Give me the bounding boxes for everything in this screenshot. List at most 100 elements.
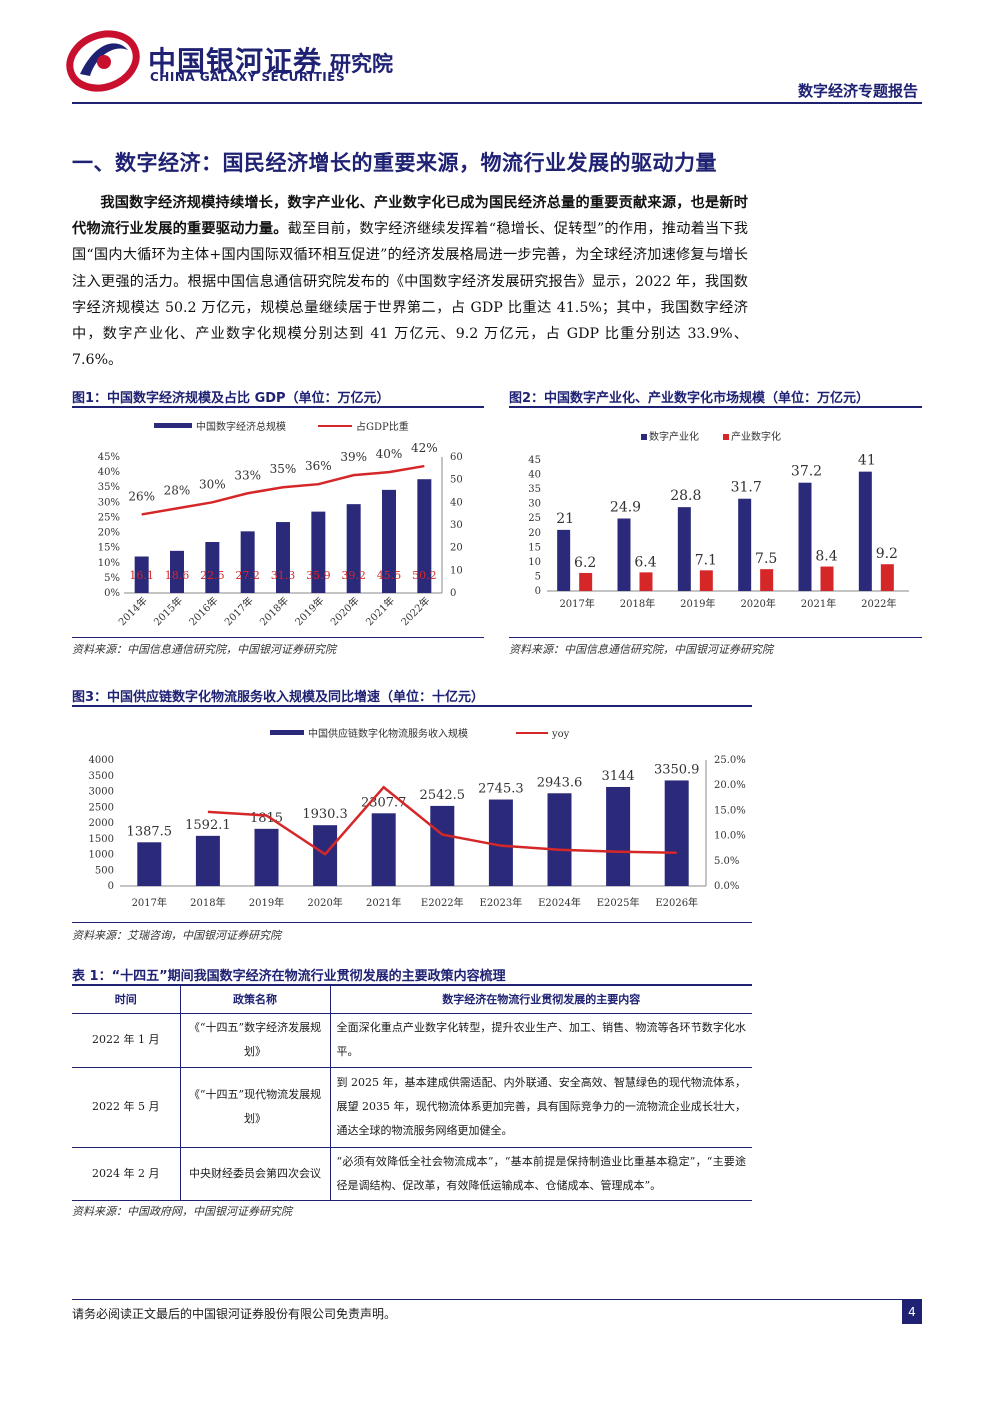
legend-label-bar: 中国数字经济总规模: [196, 420, 286, 433]
y-left-tick: 30%: [98, 497, 120, 508]
gdp-share-line: [141, 464, 425, 516]
fig1-chart: 中国数字经济总规模 占GDP比重 0% 5% 10% 15% 20% 25% 30% 35% 40%…: [98, 420, 463, 628]
brand-name-en: CHINA GALAXY SECURITIES: [150, 70, 346, 84]
y-left-tick: 15%: [98, 543, 120, 554]
x-tick: 2019年: [680, 597, 715, 610]
galaxy-logo-icon: [66, 30, 140, 92]
footer-disclaimer: 请务必阅读正文最后的中国银河证券股份有限公司免责声明。: [72, 1307, 397, 1321]
bar-series2-label: 6.4: [634, 554, 656, 570]
bar-value-label: 35.9: [306, 569, 331, 582]
bar-series2: [699, 570, 713, 591]
line-value-label: 28%: [164, 483, 191, 497]
table-cell-policy: 中央财经委员会第四次会议: [179, 1147, 330, 1201]
legend-label-series2: 产业数字化: [731, 430, 781, 443]
y-tick: 40: [528, 470, 541, 481]
y-left-tick: 20%: [98, 528, 120, 539]
bar: [430, 805, 455, 886]
fig2-source: 资料来源：中国信息通信研究院，中国银河证券研究院: [509, 643, 773, 656]
bar: [311, 511, 326, 593]
header-divider: [72, 102, 922, 104]
table-cell-policy: 《“十四五”现代物流发展规划》: [179, 1067, 330, 1148]
bar-series2: [880, 564, 894, 591]
bar-series1-label: 28.8: [670, 488, 701, 504]
table-row: 2022 年 1 月 《“十四五”数字经济发展规划》 全面深化重点产业数字化转型…: [72, 1013, 752, 1068]
bar: [195, 835, 220, 886]
y-right-tick: 60: [450, 452, 463, 463]
y-right-tick: 40: [450, 497, 463, 508]
table-header-row: 时间 政策名称 数字经济在物流行业贯彻发展的主要内容: [72, 985, 752, 1014]
y-tick: 25: [528, 513, 541, 524]
fig1-bottom-rule: [72, 637, 484, 638]
policy-table: 时间 政策名称 数字经济在物流行业贯彻发展的主要内容 2022 年 1 月 《“…: [72, 985, 752, 1201]
legend-label-bar: 中国供应链数字化物流服务收入规模: [308, 727, 468, 740]
bar-series2: [639, 572, 653, 591]
bar-value-label: 2745.3: [478, 782, 524, 797]
bar: [547, 793, 572, 886]
x-tick: 2022年: [398, 594, 432, 628]
y-left-tick: 3000: [89, 787, 114, 798]
x-tick: 2018年: [257, 594, 291, 628]
fig3-source: 资料来源：艾瑞咨询，中国银河证券研究院: [72, 929, 281, 942]
bar: [276, 522, 290, 593]
x-tick: 2022年: [861, 597, 896, 610]
x-tick: 2021年: [801, 597, 836, 610]
bar-series1: [557, 529, 571, 591]
table-header-time: 时间: [72, 985, 180, 1014]
section-title: 一、数字经济：国民经济增长的重要来源，物流行业发展的驱动力量: [72, 151, 717, 175]
table-cell-time: 2024 年 2 月: [72, 1147, 180, 1201]
x-tick: 2020年: [740, 597, 775, 610]
fig1-caption: 图1：中国数字经济规模及占比 GDP（单位：万亿元）: [72, 391, 390, 406]
bar-series1-label: 21: [556, 511, 574, 527]
bar-series1-label: 31.7: [731, 480, 762, 496]
y-left-tick: 500: [95, 865, 114, 876]
footer-divider: [72, 1299, 922, 1300]
y-left-tick: 1500: [89, 834, 114, 845]
bar: [371, 813, 396, 886]
body-paragraph: 我国数字经济规模持续增长，数字产业化、产业数字化已成为国民经济总量的重要贡献来源…: [72, 190, 748, 373]
table-header-content: 数字经济在物流行业贯彻发展的主要内容: [329, 985, 752, 1014]
line-value-label: 30%: [199, 477, 226, 491]
y-right-tick: 10.0%: [714, 831, 746, 842]
fig3-bottom-rule: [72, 922, 752, 923]
y-right-tick: 15.0%: [714, 805, 746, 816]
bar-series2-label: 9.2: [876, 546, 898, 562]
x-tick: E2024年: [538, 896, 581, 909]
bar-value-label: 22.5: [200, 569, 225, 582]
x-tick: E2023年: [480, 896, 523, 909]
legend-swatch-bar: [270, 730, 304, 735]
bar: [240, 531, 255, 593]
report-type: 数字经济专题报告: [797, 82, 918, 100]
y-left-tick: 2000: [89, 818, 114, 829]
y-left-tick: 0: [108, 881, 114, 892]
legend-swatch-bar: [154, 423, 192, 428]
bar: [488, 799, 513, 886]
y-right-tick: 50: [450, 475, 463, 486]
bar-series1-label: 41: [858, 453, 876, 469]
bar-series1: [798, 482, 812, 591]
y-right-tick: 25.0%: [714, 755, 746, 766]
bar-series2-label: 6.2: [574, 555, 596, 571]
y-right-tick: 5.0%: [714, 856, 739, 867]
y-right-tick: 20: [450, 543, 463, 554]
table-row: 2024 年 2 月 中央财经委员会第四次会议 “必须有效降低全社会物流成本”，…: [72, 1147, 752, 1201]
bar-series2-label: 7.5: [755, 551, 777, 567]
y-tick: 5: [535, 571, 541, 582]
bar-value-label: 2542.5: [420, 788, 466, 803]
body-lead: 我国数字经济规模持续增长，数字产业化、产业数字化已成为国民经济总量的重要贡献来源…: [72, 195, 748, 238]
bar-value-label: 3350.9: [654, 762, 700, 777]
y-right-tick: 0.0%: [714, 881, 739, 892]
y-right-tick: 20.0%: [714, 780, 746, 791]
fig1-top-rule: [72, 406, 484, 408]
line-value-label: 36%: [305, 459, 332, 473]
x-tick: 2019年: [249, 896, 284, 909]
x-tick: 2018年: [620, 597, 655, 610]
bar: [417, 479, 432, 593]
y-tick: 0: [535, 586, 541, 597]
bar-series1-label: 37.2: [791, 464, 822, 480]
line-value-label: 42%: [411, 441, 438, 455]
table-cell-content: 到 2025 年，基本建成供需适配、内外联通、安全高效、智慧绿色的现代物流体系，…: [329, 1067, 752, 1148]
fig1-source: 资料来源：中国信息通信研究院，中国银河证券研究院: [72, 643, 336, 656]
x-tick: E2025年: [597, 896, 640, 909]
fig2-bottom-rule: [509, 637, 922, 638]
bar: [205, 542, 220, 593]
